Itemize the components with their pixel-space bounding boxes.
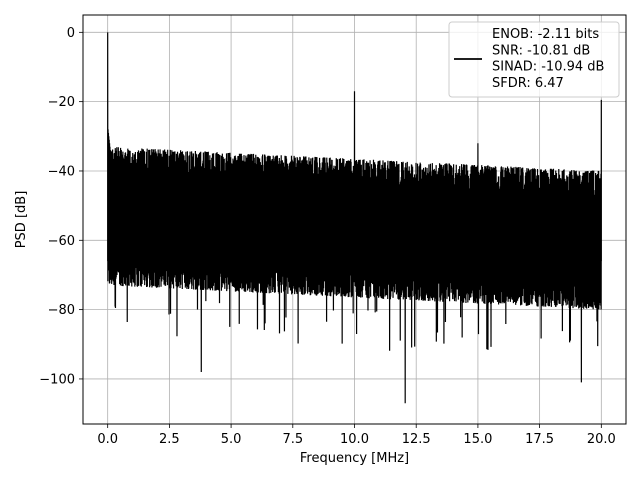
x-tick-label: 17.5: [525, 432, 554, 447]
x-tick-label: 0.0: [97, 432, 118, 447]
y-tick-label: −40: [48, 164, 75, 179]
x-tick-label: 15.0: [463, 432, 492, 447]
y-axis-label: PSD [dB]: [14, 191, 29, 249]
x-tick-label: 10.0: [340, 432, 369, 447]
legend-entry-sinad: SINAD: -10.94 dB: [492, 60, 604, 75]
legend: ENOB: -2.11 bits SNR: -10.81 dB SINAD: -…: [448, 21, 620, 98]
plot-data: [107, 32, 602, 404]
legend-entry-sfdr: SFDR: 6.47: [492, 76, 564, 91]
y-tick-label: −80: [48, 303, 75, 318]
x-axis-ticks: 0.0 2.5 5.0 7.5 10.0 12.5 15.0 17.5 20.0: [97, 424, 616, 447]
x-tick-label: 20.0: [587, 432, 616, 447]
legend-box: [448, 21, 620, 98]
legend-entry-snr: SNR: -10.81 dB: [492, 43, 590, 58]
y-tick-label: 0: [67, 26, 75, 41]
x-tick-label: 5.0: [221, 432, 242, 447]
psd-trace: [107, 32, 602, 404]
x-tick-label: 7.5: [282, 432, 303, 447]
y-tick-label: −60: [48, 234, 75, 249]
legend-entry-enob: ENOB: -2.11 bits: [492, 27, 599, 42]
x-tick-label: 12.5: [402, 432, 431, 447]
x-axis-label: Frequency [MHz]: [300, 451, 409, 466]
y-axis-ticks: 0 −20 −40 −60 −80 −100: [39, 26, 83, 387]
y-tick-label: −20: [48, 95, 75, 110]
y-tick-label: −100: [39, 372, 75, 387]
x-tick-label: 2.5: [159, 432, 180, 447]
